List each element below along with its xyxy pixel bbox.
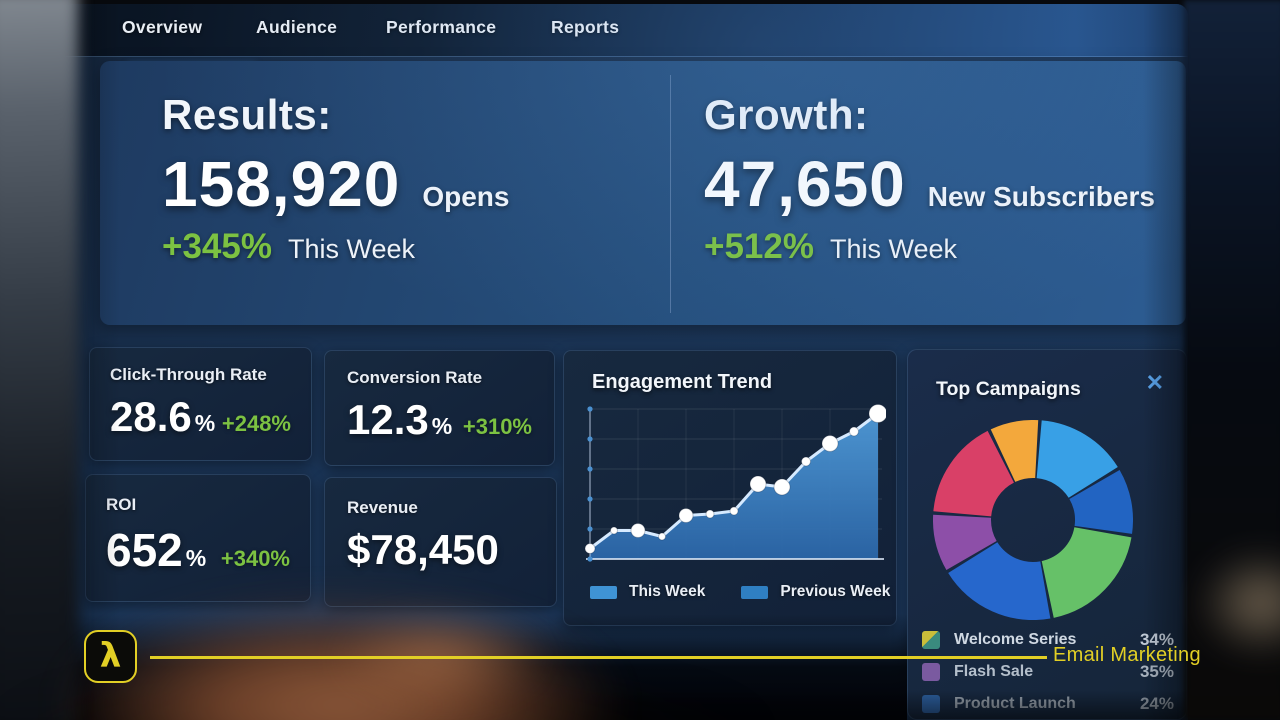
bottom-shadow-left [64,614,907,720]
engagement-trend-chart [584,404,886,562]
growth-unit: New Subscribers [927,181,1155,212]
close-icon[interactable]: ✕ [1145,370,1164,395]
tab-performance-label: Performance [386,17,497,37]
welcome-series-swatch [922,631,940,649]
tab-reports[interactable]: Reports [551,17,619,38]
flash-sale-name: Flash Sale [954,663,1034,680]
campaigns-donut-chart [933,420,1133,620]
tab-overview-label: Overview [122,17,203,37]
tab-audience-label: Audience [256,17,338,37]
growth-block: Growth: 47,650 New Subscribers +512% Thi… [704,91,1155,267]
tab-bar: Overview Audience Performance Reports [64,4,1188,69]
results-delta: +345% [162,227,272,266]
welcome-series-name: Welcome Series [954,631,1077,648]
click-through-rate-card: Click-Through Rate 28.6 % +248% [89,347,312,461]
revenue-card: Revenue $78,450 [324,477,557,607]
growth-period: This Week [829,234,958,264]
conversion-rate-card: Conversion Rate 12.3 % +310% [324,350,555,466]
blurred-background-right [1184,0,1280,720]
legend-row-flash-sale: Flash Sale 35% [922,660,1174,684]
revenue-label: Revenue [347,498,418,517]
hero-summary-panel: Results: 158,920 Opens +345% This Week G… [100,61,1186,325]
conversion-delta: +310% [462,414,532,439]
conversion-label: Conversion Rate [347,368,483,387]
conversion-value: 12.3 [347,396,429,443]
engagement-trend-title: Engagement Trend [592,371,773,393]
top-campaigns-title: Top Campaigns [936,378,1081,400]
welcome-series-pct: 34% [1139,630,1174,649]
results-value: 158,920 [162,148,401,220]
tab-performance[interactable]: Performance [386,17,496,38]
tab-overview[interactable]: Overview [122,17,256,69]
results-unit: Opens [422,181,510,212]
previous-week-swatch [741,585,769,599]
flash-sale-pct: 35% [1139,662,1174,681]
ctr-value: 28.6 [110,393,192,440]
tab-audience[interactable]: Audience [256,17,337,38]
dashboard-screen: Overview Audience Performance Reports Re… [64,4,1188,720]
legend-row-welcome-series: Welcome Series 34% [922,628,1174,652]
ctr-label: Click-Through Rate [110,365,267,384]
product-launch-pct: 24% [1139,694,1174,713]
this-week-swatch [590,585,617,599]
campaigns-legend: Welcome Series 34% Flash Sale 35% Produc… [922,628,1174,720]
flash-sale-swatch [922,663,940,681]
conversion-suffix: % [431,413,453,439]
previous-week-label: Previous Week [780,583,891,600]
blurred-background-left [0,0,78,720]
growth-title: Growth: [704,91,869,138]
legend-row-product-launch: Product Launch 24% [922,692,1174,716]
this-week-label: This Week [629,583,706,600]
top-campaigns-card: Top Campaigns ✕ Welcome Series 34% Flash… [907,349,1187,720]
growth-value: 47,650 [704,148,906,220]
growth-delta: +512% [704,227,814,266]
ctr-delta: +248% [221,411,291,436]
trend-legend: This Week Previous Week [590,583,890,601]
roi-suffix: % [185,545,207,571]
results-period: This Week [287,234,416,264]
roi-label: ROI [106,495,137,514]
tab-reports-label: Reports [551,17,620,37]
results-title: Results: [162,91,332,138]
trend-legend-this-week: This Week [590,583,705,601]
roi-value: 652 [106,524,183,576]
results-block: Results: 158,920 Opens +345% This Week [162,91,509,267]
roi-delta: +340% [220,546,290,571]
product-launch-name: Product Launch [954,695,1076,712]
product-launch-swatch [922,695,940,713]
roi-card: ROI 652 % +340% [85,474,311,602]
ctr-suffix: % [194,410,216,436]
trend-legend-previous-week: Previous Week [741,583,890,601]
revenue-value: $78,450 [347,526,499,573]
engagement-trend-card: Engagement Trend This Week Previous Week [563,350,897,626]
hero-divider [670,75,671,313]
